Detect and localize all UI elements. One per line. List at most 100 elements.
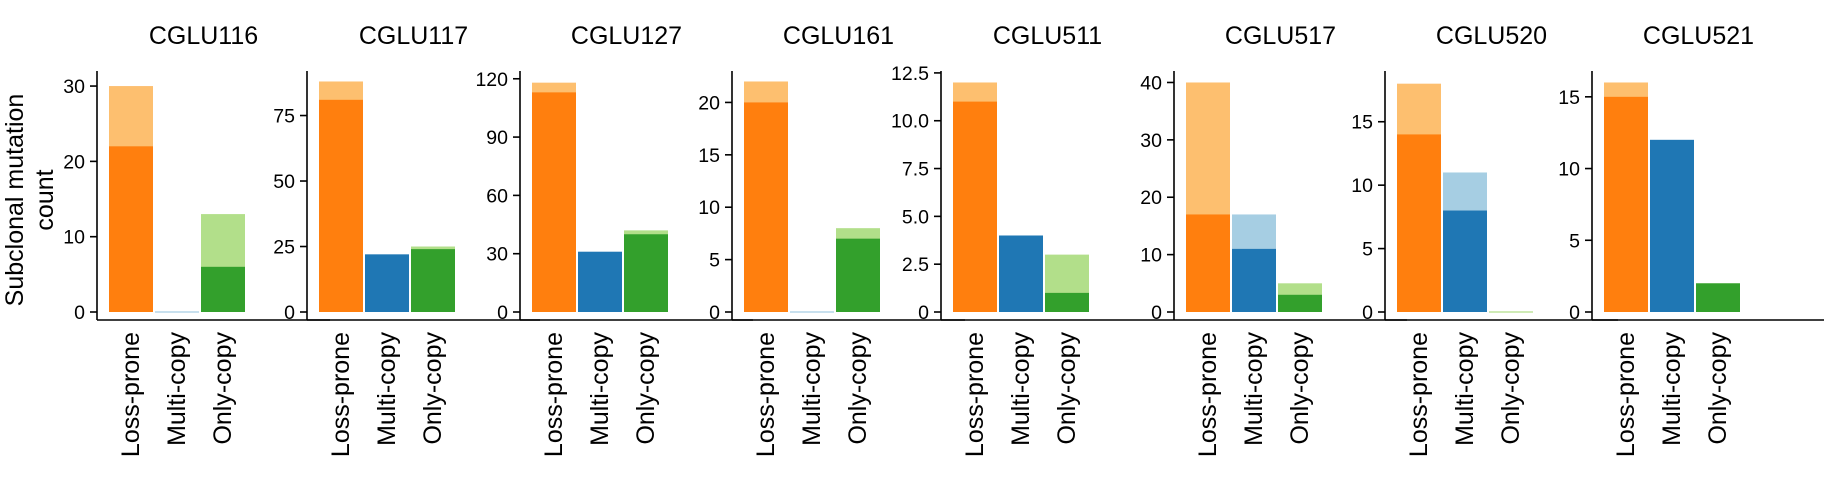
bar-loss-prone-dark [953, 101, 997, 312]
y-axis-label: Subclonal mutationcount [1, 94, 59, 307]
y-tick-label: 7.5 [902, 159, 929, 181]
x-tick-label: Loss-prone [327, 332, 355, 457]
bar-multi-copy-dark [1650, 139, 1694, 312]
y-tick-label: 20 [1140, 187, 1162, 209]
y-tick-label: 10 [63, 227, 85, 249]
panel-cglu520: CGLU520 Loss-prone Multi-copy Only-copy 0 5 10… [1351, 22, 1618, 457]
y-tick-label: 0 [1569, 302, 1580, 324]
x-tick-label: Only-copy [1704, 332, 1732, 445]
y-tick-label: 0 [497, 302, 508, 324]
y-tick-label: 15 [1558, 87, 1580, 109]
x-tick-label: Multi-copy [1240, 332, 1268, 446]
panel-title: CGLU116 [149, 22, 258, 50]
y-tick-label: 10 [1558, 159, 1580, 181]
x-tick-label: Loss-prone [1405, 332, 1433, 457]
y-tick-label: 5 [1569, 230, 1580, 252]
y-tick-label: 10 [1140, 245, 1162, 267]
x-tick-label: Multi-copy [1658, 332, 1686, 446]
y-tick-label: 120 [475, 69, 508, 91]
bar-multi-copy-dark [365, 254, 409, 312]
y-tick-label: 30 [486, 244, 508, 266]
y-tick-label: 60 [486, 185, 508, 207]
bar-loss-prone-dark [109, 146, 153, 312]
y-tick-label: 0 [918, 302, 929, 324]
panel-title: CGLU117 [359, 22, 468, 50]
y-tick-label: 75 [273, 106, 295, 128]
bar-only-copy-dark [1045, 292, 1089, 312]
y-tick-label: 30 [63, 76, 85, 98]
panel-cglu517: CGLU517 Loss-prone Multi-copy Only-copy 0 10 2… [1140, 22, 1407, 457]
y-tick-label: 0 [284, 302, 295, 324]
y-tick-label: 5 [1362, 239, 1373, 261]
panel-cglu127: CGLU127 Loss-prone Multi-copy Only-copy 0 30 6… [475, 22, 753, 457]
y-tick-label: 15 [1351, 112, 1373, 134]
bar-loss-prone-dark [319, 99, 363, 312]
y-tick-label: 10.0 [891, 111, 929, 133]
y-tick-label: 40 [1140, 72, 1162, 94]
y-tick-label: 0 [709, 302, 720, 324]
x-tick-label: Loss-prone [1612, 332, 1640, 457]
x-tick-label: Only-copy [209, 332, 237, 445]
bar-only-copy-dark [624, 234, 668, 312]
x-tick-label: Loss-prone [540, 332, 568, 457]
panel-title: CGLU520 [1436, 22, 1547, 50]
panel-title: CGLU161 [783, 22, 894, 50]
y-tick-label: 15 [698, 145, 720, 167]
y-tick-label: 0 [1151, 302, 1162, 324]
panel-cglu161: CGLU161 Loss-prone Multi-copy Only-copy 0 5 10… [698, 22, 965, 457]
y-axis-label-line: Subclonal mutation [1, 94, 29, 307]
y-tick-label: 20 [698, 92, 720, 114]
x-tick-label: Only-copy [1497, 332, 1525, 445]
y-tick-label: 90 [486, 127, 508, 149]
y-tick-label: 12.5 [891, 63, 929, 85]
x-tick-label: Only-copy [844, 332, 872, 445]
bar-only-copy-dark [1696, 283, 1740, 312]
bar-multi-copy-dark [999, 235, 1043, 312]
x-tick-label: Loss-prone [961, 332, 989, 457]
panel-title: CGLU127 [571, 22, 682, 50]
x-tick-label: Only-copy [1286, 332, 1314, 445]
y-tick-label: 5 [709, 250, 720, 272]
x-tick-label: Loss-prone [1194, 332, 1222, 457]
y-tick-label: 10 [698, 197, 720, 219]
panel-cglu521: CGLU521 Loss-prone Multi-copy Only-copy 0 5 10… [1558, 22, 1824, 457]
y-tick-label: 5.0 [902, 206, 929, 228]
panel-title: CGLU517 [1225, 22, 1336, 50]
bar-multi-copy-dark [1232, 248, 1276, 312]
bar-only-copy-dark [1278, 294, 1322, 312]
bar-loss-prone-dark [1397, 134, 1441, 312]
y-tick-label: 25 [273, 237, 295, 259]
x-tick-label: Multi-copy [1007, 332, 1035, 446]
x-tick-label: Multi-copy [798, 332, 826, 446]
y-tick-label: 2.5 [902, 254, 929, 276]
x-tick-label: Multi-copy [586, 332, 614, 446]
bar-loss-prone-dark [1186, 214, 1230, 312]
y-tick-label: 10 [1351, 175, 1373, 197]
panel-cglu117: CGLU117 Loss-prone Multi-copy Only-copy 0 25 5… [273, 22, 540, 457]
bar-multi-copy-dark [578, 251, 622, 312]
bar-loss-prone-dark [744, 102, 788, 312]
y-axis-label-line: count [31, 169, 59, 230]
bar-only-copy-dark [201, 266, 245, 312]
y-tick-label: 0 [74, 302, 85, 324]
x-tick-label: Multi-copy [373, 332, 401, 446]
y-tick-label: 30 [1140, 130, 1162, 152]
bar-loss-prone-dark [1604, 96, 1648, 312]
x-tick-label: Only-copy [1053, 332, 1081, 445]
bar-only-copy-dark [836, 238, 880, 312]
bar-multi-copy-dark [1443, 210, 1487, 312]
panel-title: CGLU521 [1643, 22, 1754, 50]
y-tick-label: 20 [63, 151, 85, 173]
x-tick-label: Multi-copy [163, 332, 191, 446]
bar-loss-prone-dark [532, 92, 576, 313]
x-tick-label: Only-copy [632, 332, 660, 445]
x-tick-label: Loss-prone [752, 332, 780, 457]
bar-only-copy-dark [411, 249, 455, 312]
panel-cglu511: CGLU511 Loss-prone Multi-copy Only-copy 0 2.5… [891, 22, 1174, 457]
x-tick-label: Loss-prone [117, 332, 145, 457]
panel-cglu116: CGLU116 Loss-prone Multi-copy Only-copy 0 10 2… [63, 22, 330, 457]
panel-title: CGLU511 [993, 22, 1102, 50]
x-tick-label: Multi-copy [1451, 332, 1479, 446]
y-tick-label: 0 [1362, 302, 1373, 324]
